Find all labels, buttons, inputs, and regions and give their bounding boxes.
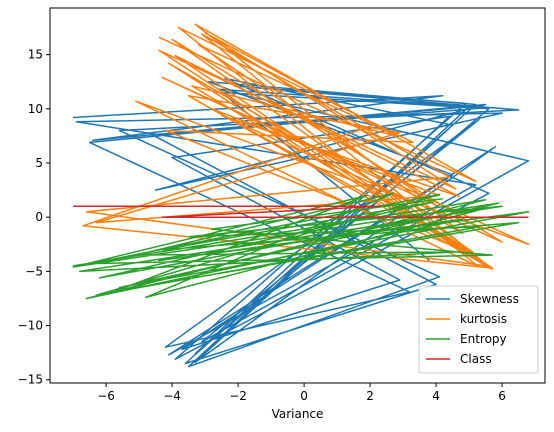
- plot-frame: [49, 7, 546, 384]
- x-tick-label: 6: [498, 389, 506, 403]
- legend-label: Entropy: [460, 332, 507, 346]
- x-axis-label: Variance: [272, 407, 324, 421]
- series-line-2: [72, 192, 530, 300]
- y-tick-label: −5: [25, 264, 43, 278]
- x-tick-label: −2: [229, 389, 247, 403]
- series-line-3: [73, 205, 529, 218]
- y-tick-label: 15: [28, 48, 43, 62]
- x-tick-label: −4: [163, 389, 181, 403]
- y-tick-label: 10: [28, 102, 43, 116]
- x-tick-label: 0: [300, 389, 308, 403]
- series-line-1: [82, 23, 530, 270]
- y-tick-label: −15: [18, 373, 43, 387]
- y-tick-label: 5: [35, 156, 43, 170]
- y-tick-label: −10: [18, 319, 43, 333]
- legend: Skewness kurtosis Entropy Class: [418, 285, 539, 374]
- legend-label: Skewness: [460, 292, 519, 306]
- legend-box: [418, 285, 539, 374]
- y-tick-label: 0: [35, 210, 43, 224]
- x-tick-label: −6: [97, 389, 115, 403]
- x-axis-ticks: −6 −4 −2 0 2 4 6: [97, 383, 506, 403]
- legend-label: kurtosis: [460, 312, 507, 326]
- x-tick-label: 2: [366, 389, 374, 403]
- series-layer: [72, 23, 530, 368]
- legend-label: Class: [460, 352, 492, 366]
- x-tick-label: 4: [432, 389, 440, 403]
- y-axis-ticks: −15 −10 −5 0 5 10 15: [18, 48, 50, 387]
